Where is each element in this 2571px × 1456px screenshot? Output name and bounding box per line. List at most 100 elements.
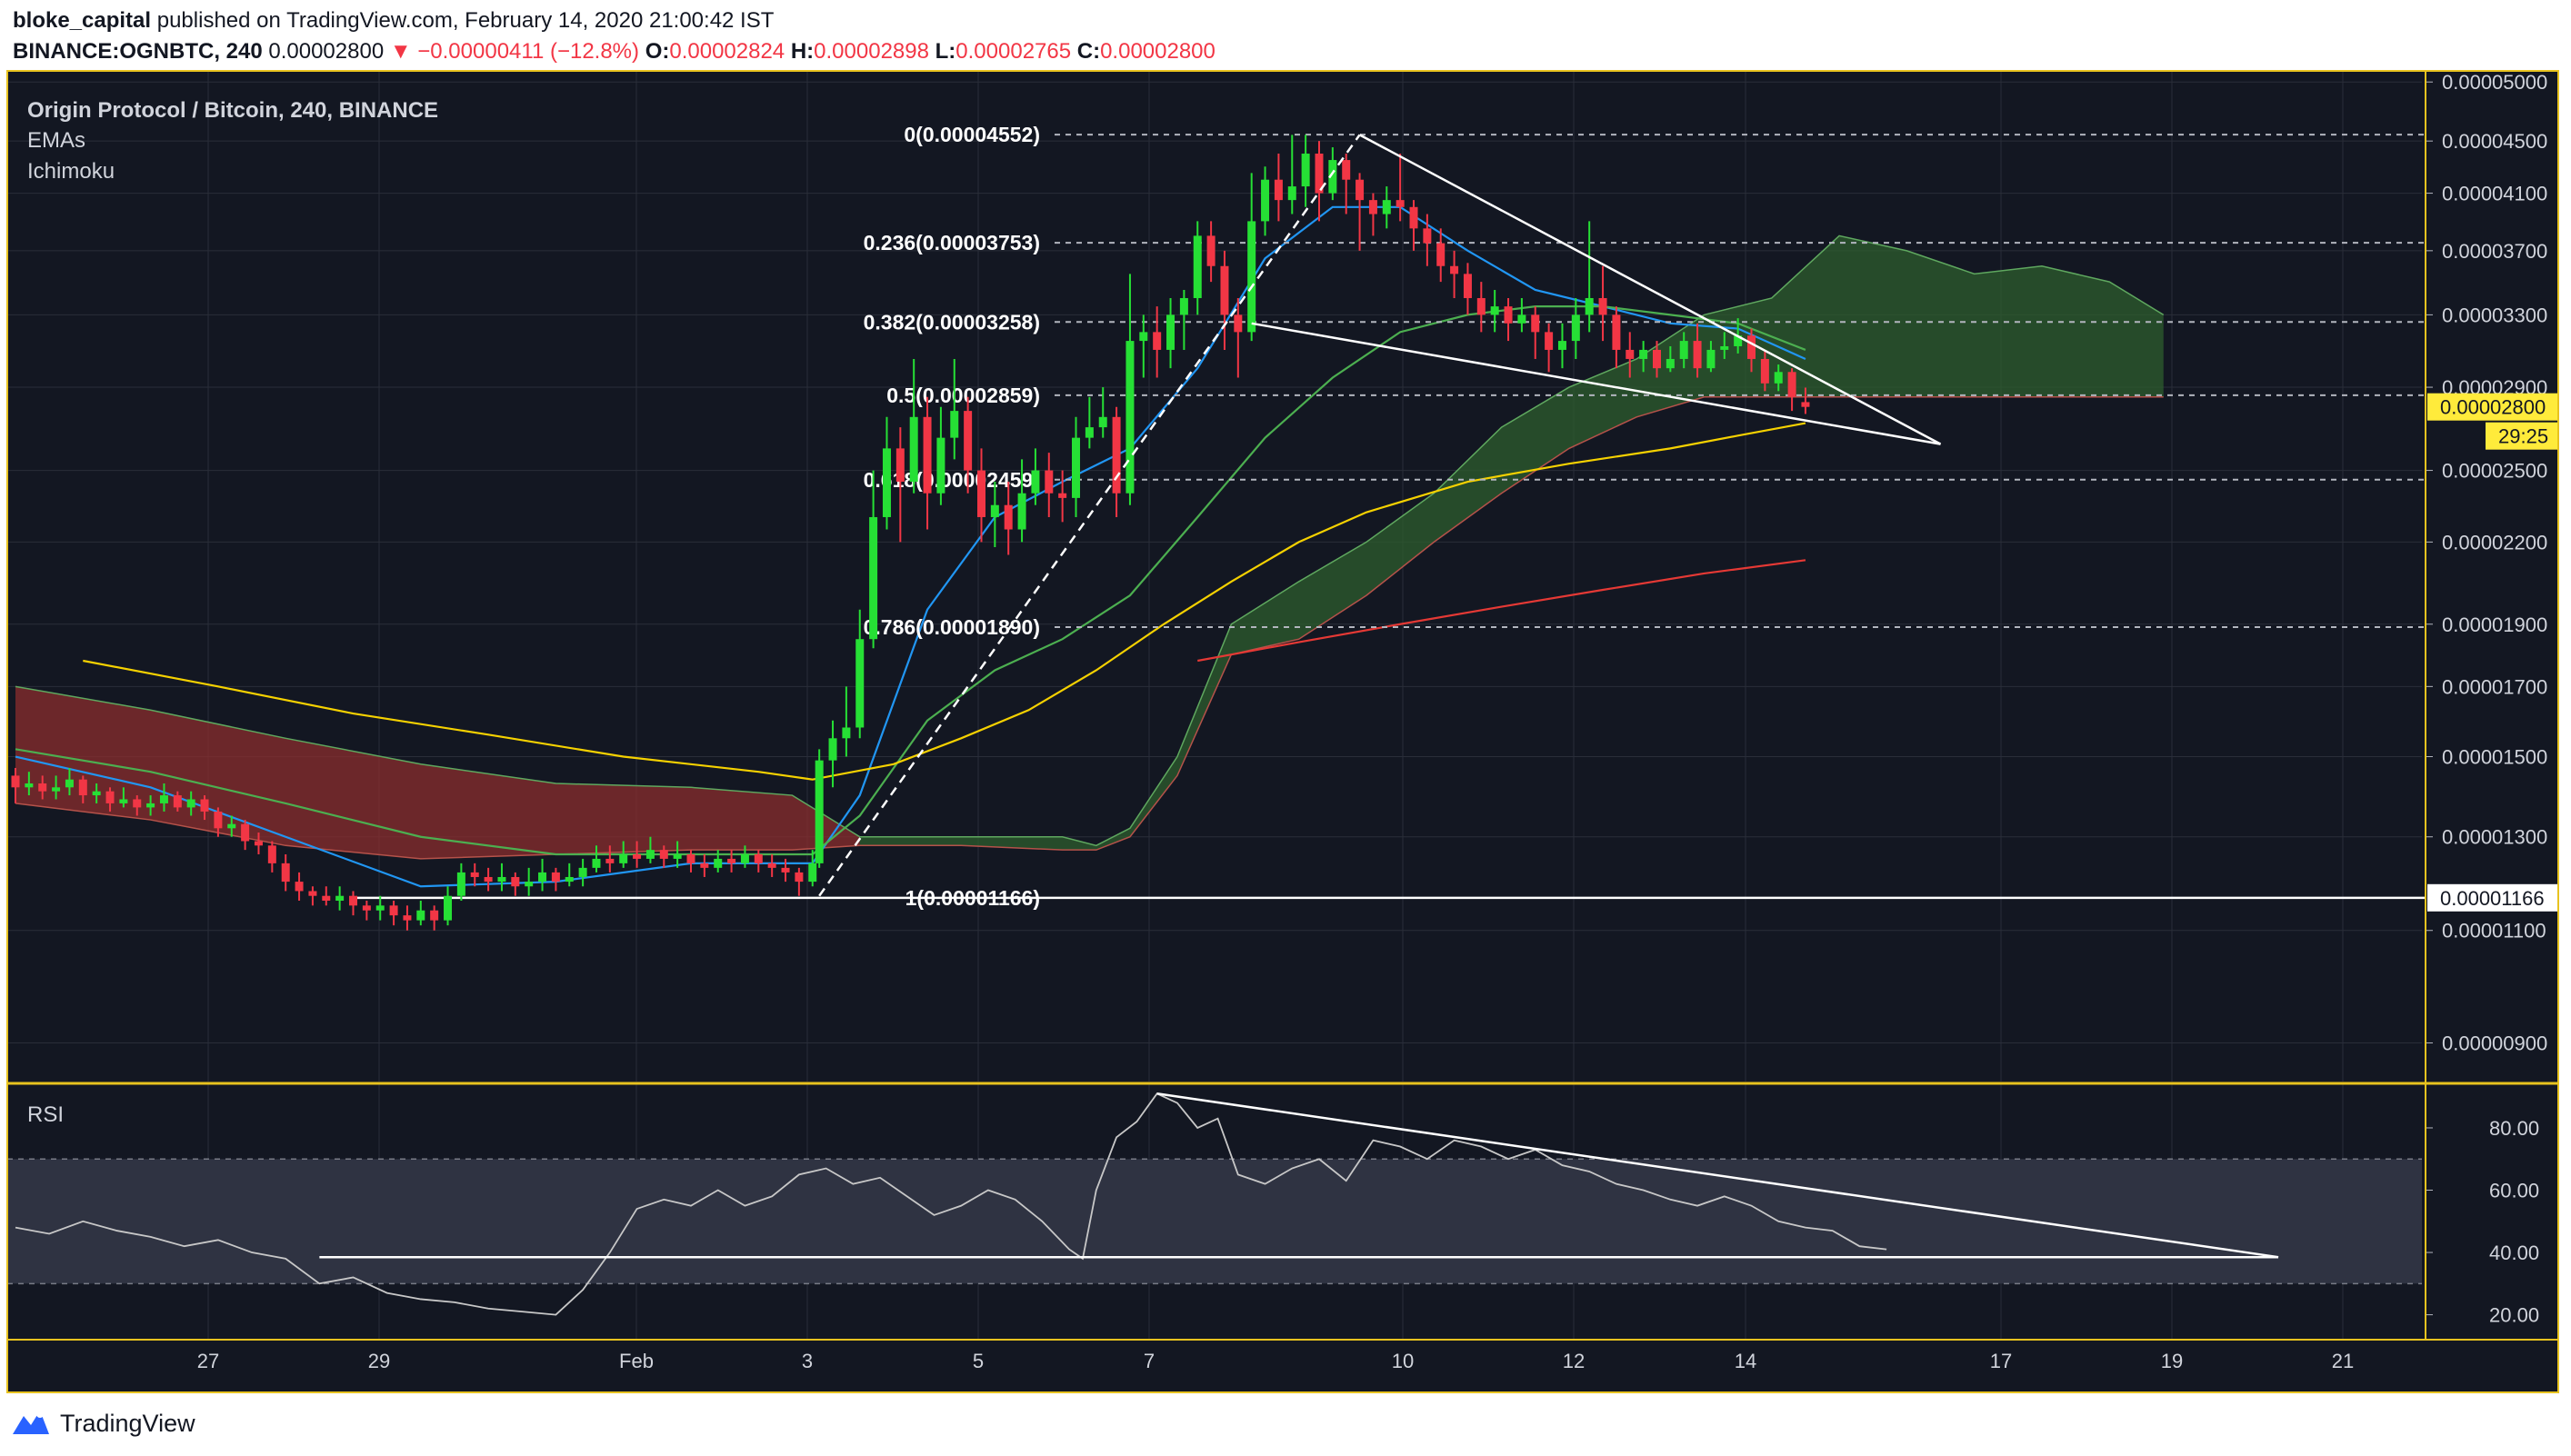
candle-body [976, 470, 985, 517]
candle-body [1396, 200, 1405, 207]
fib-label: 0(0.00004552) [904, 123, 1040, 146]
time-axis-bg [7, 1340, 2558, 1392]
symbol-label: BINANCE:OGNBTC, 240 [13, 39, 263, 64]
trendline-wedge-lower [1251, 322, 1941, 445]
fib-label: 0.618(0.00002459) [864, 468, 1040, 492]
candle-body [25, 783, 34, 788]
candle-body [1571, 314, 1580, 342]
candle-body [133, 799, 142, 808]
x-tick-label: Feb [619, 1350, 654, 1372]
candle-body [1679, 341, 1688, 359]
open-value: 0.00002824 [669, 39, 785, 64]
candle-body [578, 867, 587, 877]
candle-body [619, 854, 628, 863]
y-tick-label: 0.00001500 [2442, 746, 2547, 769]
last-price: 0.00002800 [268, 39, 385, 64]
y-tick-label: 0.00004500 [2442, 130, 2547, 153]
candle-body [1274, 179, 1283, 201]
candle-body [673, 854, 682, 859]
candle-body [645, 850, 655, 859]
candle-body [767, 863, 776, 868]
publisher-name[interactable]: bloke_capital [13, 8, 152, 33]
candle-body [1058, 493, 1067, 498]
candle-body [565, 876, 574, 883]
legend-emas[interactable]: EMAs [27, 128, 85, 153]
publish-line: bloke_capital published on TradingView.c… [13, 5, 2467, 36]
candle-body [1545, 332, 1554, 350]
y-tick-label: 0.00004100 [2442, 183, 2547, 205]
candle-body [470, 872, 479, 877]
candle-body [335, 895, 345, 901]
candle-body [295, 882, 304, 892]
candle-body [1585, 297, 1594, 315]
candle-body [1436, 243, 1446, 266]
rsi-line [15, 1092, 1887, 1316]
candle-body [869, 516, 878, 640]
candle-body [895, 448, 905, 483]
candle-body [1315, 154, 1324, 194]
candle-body [808, 863, 817, 883]
y-tick-label: 0.00002500 [2442, 460, 2547, 483]
y-tick-label: 0.00001700 [2442, 675, 2547, 698]
x-tick-label: 21 [2332, 1350, 2354, 1372]
candle-body [52, 787, 61, 792]
candle-body [105, 791, 115, 803]
close-label: C: [1076, 39, 1101, 64]
candle-body [923, 416, 932, 494]
candle-body [842, 727, 851, 739]
ema-line-4 [1197, 559, 1806, 663]
y-tick-label: 0.00001900 [2442, 613, 2547, 636]
candle-body [1787, 372, 1796, 397]
rsi-band [7, 1159, 2422, 1284]
y-tick-label: 0.00005000 [2442, 71, 2547, 94]
x-tick-label: 10 [1392, 1350, 1414, 1372]
trendline-rsi-upper [1156, 1092, 2279, 1259]
candle-body [909, 416, 918, 483]
x-tick-label: 17 [1990, 1350, 2012, 1372]
candle-body [146, 803, 155, 808]
legend-rsi[interactable]: RSI [27, 1102, 64, 1127]
candle-body [1720, 345, 1729, 350]
candle-body [1693, 341, 1702, 369]
candle-body [1504, 306, 1513, 324]
y-tick-label: 0.00003300 [2442, 304, 2547, 326]
candle-body [1423, 228, 1432, 244]
x-tick-label: 7 [1144, 1350, 1155, 1372]
candle-body [389, 905, 398, 916]
rsi-y-tick-label: 80.00 [2489, 1117, 2539, 1140]
fib-label: 0.382(0.00003258) [864, 310, 1040, 334]
candle-body [1206, 235, 1215, 266]
fibonacci-retracement[interactable]: 0(0.00004552) 0.236(0.00003753) 0.382(0.00… [353, 123, 2426, 910]
footer-brand[interactable]: TradingView [11, 1403, 195, 1443]
candle-body [1639, 349, 1648, 359]
candle-body [1193, 235, 1202, 298]
candle-body [227, 823, 236, 829]
candle-body [1598, 297, 1607, 315]
rsi-y-tick-label: 60.00 [2489, 1180, 2539, 1202]
candle-body [403, 915, 412, 921]
candle-body [754, 854, 763, 863]
candle-body [1220, 265, 1229, 315]
countdown-label: 29:25 [2498, 425, 2548, 448]
x-tick-label: 14 [1735, 1350, 1756, 1372]
candle-body [1760, 358, 1769, 384]
candle-body [828, 738, 837, 761]
candle-body [1356, 179, 1365, 201]
y-tick-label: 0.00002200 [2442, 531, 2547, 553]
trendlines[interactable] [818, 134, 1942, 897]
candle-body [1774, 372, 1783, 384]
candle-body [1004, 504, 1013, 530]
candle-body [781, 867, 790, 873]
candle-body [308, 891, 317, 896]
candle-body [497, 876, 506, 883]
candle-body [1045, 470, 1054, 494]
candle-body [1112, 416, 1121, 494]
candle-body [511, 876, 520, 887]
candle-body [525, 882, 534, 887]
candle-body [855, 639, 865, 728]
axes: 0.00005000 0.00004500 0.00004100 0.00003700… [7, 71, 2558, 1392]
countdown-tag [2486, 422, 2558, 450]
candle-body [349, 895, 357, 906]
legend-ichimoku[interactable]: Ichimoku [27, 159, 115, 184]
